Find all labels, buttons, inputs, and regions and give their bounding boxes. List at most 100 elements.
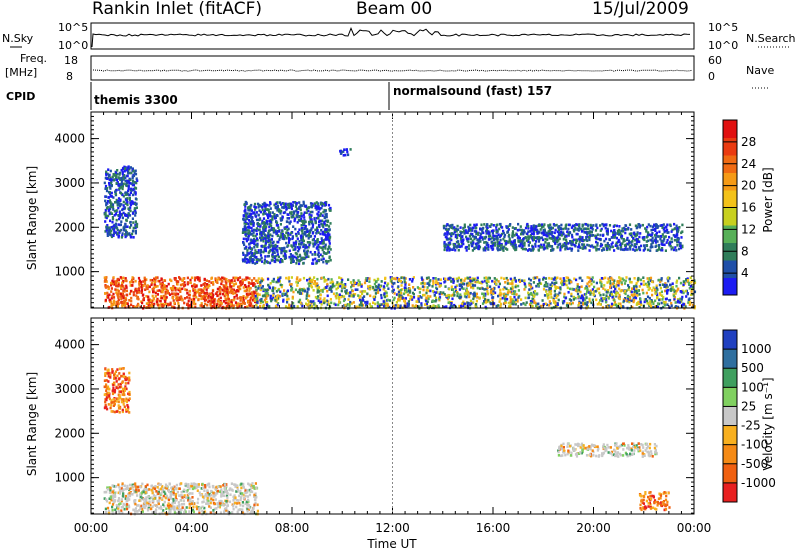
range-gate-cell [326, 282, 329, 286]
range-gate-cell [408, 283, 411, 286]
range-gate-cell [121, 167, 125, 170]
range-gate-cell [258, 293, 261, 296]
range-gate-cell [608, 279, 612, 283]
range-gate-cell [429, 279, 432, 282]
range-gate-cell [205, 279, 208, 282]
range-gate-cell [658, 245, 661, 249]
range-gate-cell [192, 289, 195, 292]
range-gate-cell [463, 230, 466, 233]
range-gate-cell [517, 296, 520, 299]
range-gate-cell [567, 231, 570, 234]
range-gate-cell [297, 300, 300, 304]
range-gate-cell [627, 227, 630, 231]
range-gate-cell [503, 286, 506, 289]
range-gate-cell [127, 187, 130, 191]
range-gate-cell [393, 292, 396, 295]
range-gate-cell [244, 208, 247, 211]
range-gate-cell [691, 285, 694, 289]
range-gate-cell [227, 279, 230, 283]
range-gate-cell [244, 200, 248, 204]
range-gate-cell [640, 303, 643, 307]
range-gate-cell [638, 235, 641, 239]
range-gate-cell [326, 232, 330, 236]
range-gate-cell [677, 287, 680, 291]
range-gate-cell [308, 231, 311, 234]
range-gate-cell [328, 239, 331, 243]
range-gate-cell [284, 305, 288, 308]
range-gate-cell [227, 291, 231, 294]
range-gate-cell [306, 228, 309, 231]
range-gate-cell [468, 276, 472, 280]
range-gate-cell [452, 232, 455, 236]
range-gate-cell [111, 175, 114, 179]
range-gate-cell [571, 224, 574, 228]
range-gate-cell [450, 280, 453, 283]
range-gate-cell [267, 239, 270, 243]
range-gate-cell [121, 172, 124, 176]
range-gate-cell [326, 234, 330, 237]
range-gate-cell [553, 294, 556, 297]
range-gate-cell [160, 278, 163, 281]
range-gate-cell [316, 207, 319, 210]
range-gate-cell [249, 297, 252, 300]
range-gate-cell [117, 206, 120, 210]
range-gate-cell [505, 276, 508, 280]
range-gate-cell [628, 239, 631, 243]
range-gate-cell [124, 222, 127, 226]
range-gate-cell [194, 305, 197, 309]
range-gate-cell [632, 248, 635, 251]
range-gate-cell [289, 258, 292, 261]
range-gate-cell [435, 279, 438, 283]
range-gate-cell [629, 280, 632, 284]
range-gate-cell [151, 305, 154, 309]
range-gate-cell [407, 303, 410, 306]
range-gate-cell [246, 217, 249, 221]
range-gate-cell [527, 235, 530, 238]
range-gate-cell [621, 242, 624, 245]
range-gate-cell [590, 226, 593, 230]
range-gate-cell [302, 200, 305, 204]
range-gate-cell [203, 294, 206, 298]
range-gate-cell [198, 279, 201, 283]
range-gate-cell [194, 302, 197, 306]
range-gate-cell [559, 233, 562, 237]
range-gate-cell [677, 247, 681, 251]
range-gate-cell [276, 224, 279, 227]
range-gate-cell [610, 293, 614, 296]
range-gate-cell [105, 207, 109, 210]
range-gate-cell [530, 232, 533, 235]
range-gate-cell [652, 302, 655, 305]
range-gate-cell [686, 292, 689, 296]
range-gate-cell [110, 235, 114, 239]
range-gate-cell [345, 289, 348, 292]
range-gate-cell [541, 238, 545, 242]
range-gate-cell [297, 249, 300, 253]
range-gate-cell [384, 303, 387, 306]
range-gate-cell [363, 290, 367, 293]
range-gate-cell [140, 291, 143, 294]
range-gate-cell [534, 236, 538, 239]
range-gate-cell [452, 279, 455, 283]
range-gate-cell [620, 305, 623, 308]
range-gate-cell [227, 302, 230, 306]
range-gate-cell [304, 257, 307, 260]
range-gate-cell [134, 211, 137, 214]
range-gate-cell [308, 232, 311, 236]
range-gate-cell [124, 176, 127, 180]
range-gate-cell [471, 244, 474, 247]
range-gate-cell [252, 258, 255, 261]
range-gate-cell [447, 293, 450, 297]
range-gate-cell [186, 296, 189, 299]
range-gate-cell [556, 294, 559, 298]
range-gate-cell [681, 295, 684, 299]
range-gate-cell [491, 242, 494, 245]
range-gate-cell [451, 223, 454, 227]
range-gate-cell [620, 233, 623, 237]
range-gate-cell [109, 233, 113, 237]
range-gate-cell [272, 240, 275, 244]
range-gate-cell [514, 280, 517, 283]
range-gate-cell [575, 223, 578, 226]
range-gate-cell [486, 223, 489, 226]
range-gate-cell [268, 211, 271, 214]
range-gate-cell [487, 232, 490, 235]
